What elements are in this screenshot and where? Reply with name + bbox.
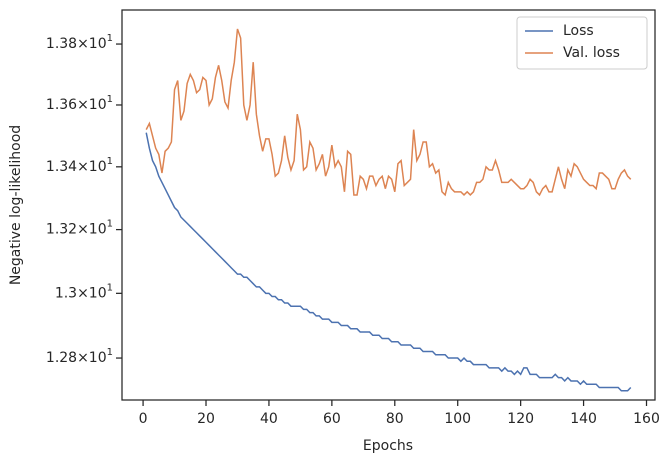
legend: Loss Val. loss bbox=[516, 16, 648, 70]
y-axis-label: Negative log-likelihood bbox=[8, 125, 24, 285]
y-tick-label: 1.34×101 bbox=[46, 156, 113, 175]
y-tick-label: 1.3×101 bbox=[55, 282, 113, 301]
x-tick-label: 40 bbox=[260, 411, 278, 427]
legend-box bbox=[516, 16, 648, 70]
series-line bbox=[145, 132, 632, 392]
x-tick-label: 60 bbox=[323, 411, 341, 427]
legend-label: Val. loss bbox=[563, 45, 620, 61]
y-tick-label: 1.28×101 bbox=[46, 347, 113, 366]
series-line bbox=[145, 28, 632, 197]
x-tick-label: 20 bbox=[197, 411, 215, 427]
plot-frame bbox=[121, 9, 656, 401]
y-tick-label: 1.38×101 bbox=[46, 33, 113, 52]
x-tick-label: 0 bbox=[139, 411, 148, 427]
y-tick-label: 1.36×101 bbox=[46, 94, 113, 113]
legend-label: Loss bbox=[563, 23, 594, 39]
x-axis-label: Epochs bbox=[363, 438, 413, 454]
x-tick-label: 80 bbox=[386, 411, 404, 427]
x-tick-label: 120 bbox=[507, 411, 534, 427]
x-tick-label: 140 bbox=[570, 411, 597, 427]
y-tick-label: 1.32×101 bbox=[46, 219, 113, 238]
x-tick-label: 160 bbox=[633, 411, 660, 427]
x-tick-label: 100 bbox=[444, 411, 471, 427]
